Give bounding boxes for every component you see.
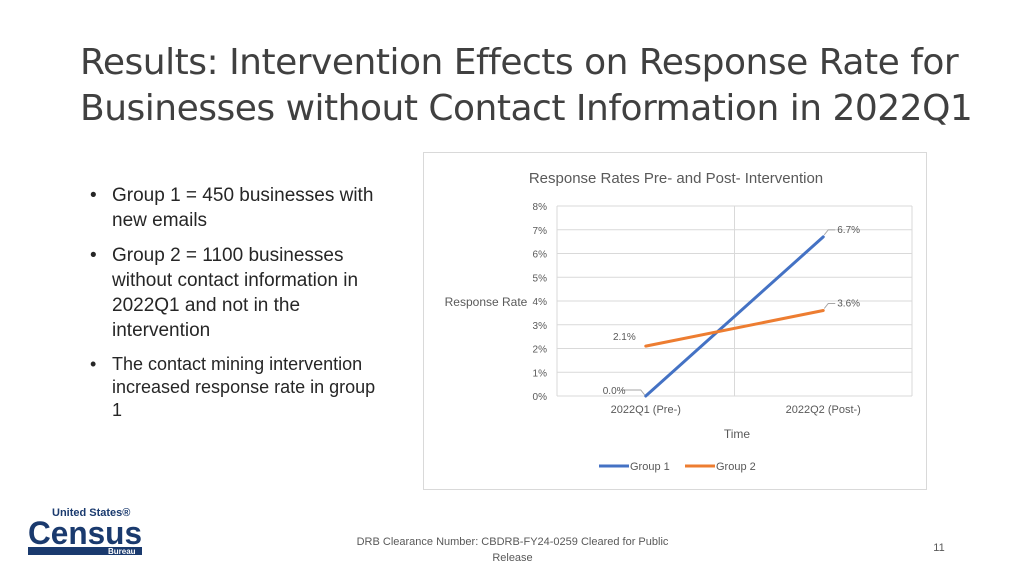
- y-tick-label: 0%: [533, 392, 548, 403]
- logo-line-1: United States®: [52, 507, 130, 519]
- bullet-item-conclusion: The contact mining intervention increase…: [90, 353, 390, 422]
- x-tick-label: 2022Q1 (Pre-): [611, 404, 681, 416]
- y-tick-label: 8%: [533, 202, 548, 213]
- data-label: 3.6%: [837, 299, 860, 310]
- x-axis-ticks: 2022Q1 (Pre-) 2022Q2 (Post-): [611, 404, 861, 416]
- bullet-item-group-1: Group 1 = 450 businesses with new emails: [90, 183, 390, 233]
- slide-title-line-1: Results: Intervention Effects on Respons…: [80, 42, 959, 83]
- y-axis-label: Response Rate: [445, 295, 528, 309]
- series: 0.0% 6.7% 2.1% 3.6%: [603, 225, 860, 398]
- logo-line-2: Census: [28, 515, 142, 551]
- data-label: 6.7%: [837, 225, 860, 236]
- bullet-item-group-2: Group 2 = 1100 businesses without contac…: [90, 243, 390, 343]
- series-line-group-2: [644, 309, 825, 348]
- legend-entry: Group 2: [716, 461, 756, 473]
- gridlines: [556, 205, 913, 397]
- x-tick-label: 2022Q2 (Post-): [786, 404, 861, 416]
- x-axis-label: Time: [724, 427, 751, 441]
- legend-entry: Group 1: [630, 461, 670, 473]
- slide-title: Results: Intervention Effects on Respons…: [80, 40, 980, 132]
- chart-title: Response Rates Pre- and Post- Interventi…: [529, 170, 823, 187]
- data-label-leader: [823, 229, 836, 236]
- series-line-group-1: [644, 235, 825, 398]
- y-tick-label: 4%: [533, 297, 548, 308]
- data-label: 0.0%: [603, 386, 626, 397]
- logo-bureau-bar: [28, 547, 142, 555]
- clearance-note: DRB Clearance Number: CBDRB-FY24-0259 Cl…: [356, 536, 669, 564]
- y-tick-label: 3%: [533, 321, 548, 332]
- legend: Group 1 Group 2: [599, 461, 756, 473]
- data-label: 2.1%: [613, 332, 636, 343]
- line-chart: Response Rates Pre- and Post- Interventi…: [445, 170, 913, 473]
- page-number: 11: [933, 542, 945, 554]
- slide-title-line-2: Businesses without Contact Information i…: [80, 88, 973, 129]
- y-tick-label: 6%: [533, 250, 548, 261]
- bullet-list: Group 1 = 450 businesses with new emails…: [90, 183, 390, 432]
- data-label-leader: [823, 303, 836, 309]
- chart-container: Response Rates Pre- and Post- Interventi…: [423, 152, 927, 490]
- y-axis-ticks: 0% 1% 2% 3% 4% 5% 6% 7% 8%: [533, 202, 548, 403]
- y-tick-label: 2%: [533, 345, 548, 356]
- y-tick-label: 1%: [533, 368, 548, 379]
- y-tick-label: 7%: [533, 226, 548, 237]
- census-bureau-logo: United States® Census Bureau: [28, 507, 142, 555]
- logo-line-3: Bureau: [108, 547, 136, 555]
- y-tick-label: 5%: [533, 273, 548, 284]
- data-label-leader: [620, 389, 646, 396]
